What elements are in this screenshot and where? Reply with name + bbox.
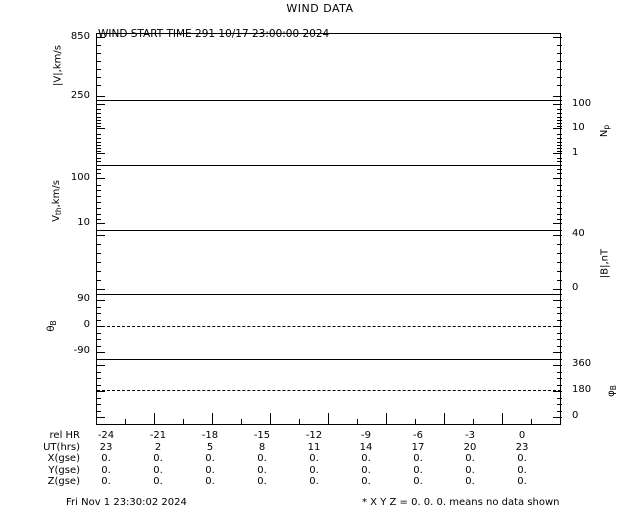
table-cell: 0. [205,476,215,488]
table-cell: -9 [361,430,371,441]
footer-timestamp: Fri Nov 1 23:30:02 2024 [66,497,187,508]
plot-subtitle: WIND START TIME 291 10/17 23:00:00 2024 [98,28,330,40]
table-row-label: Y(gse) [48,464,80,476]
table-cell: 0. [309,453,319,465]
table-cell: 0. [101,476,111,488]
ytick-vth-100: 100 [70,172,90,183]
table-cell: -12 [305,430,323,441]
table-cell: 14 [359,441,373,453]
axis-label-theta-b: θB [46,320,58,332]
table-cell: 0. [517,464,527,476]
axis-label-bmag: |B|,nT [599,248,611,279]
table-cell: 0. [257,464,267,476]
table-cell: 0. [153,453,163,465]
table-cell: -18 [201,430,219,441]
table-cell: 0. [101,464,111,476]
panel-theta-b [96,295,562,359]
table-cell: 8 [258,441,266,453]
theta-b-zero-reference-line [97,326,561,327]
axis-label-vth: Vth,km/s [51,180,63,222]
panel-separator-3 [96,230,562,231]
axis-label-speed: |V|,km/s [52,45,64,86]
x-axis-ticks [96,412,562,425]
table-row-label: rel HR [49,430,80,441]
ytick-theta-0: 0 [83,319,90,330]
table-cell: 0. [413,464,423,476]
table-cell: 0. [361,453,371,465]
ytick-speed-250: 250 [70,90,90,101]
table-cell: 0. [257,453,267,465]
table-cell: 0. [205,453,215,465]
table-cell: 0. [309,476,319,488]
table-cell: 0. [361,464,371,476]
table-cell: 0. [101,453,111,465]
panel-phi-b [96,360,562,425]
table-cell: 0. [465,476,475,488]
table-row: Z(gse) 0. 0. 0. 0. 0. 0. 0. 0. 0. [0,476,548,488]
panel-separator-2 [96,165,562,166]
page-title: WIND DATA [286,2,354,15]
table-cell: 0. [413,453,423,465]
ytick-density-1: 1 [572,147,579,158]
table-cell: 11 [307,441,321,453]
table-cell: 0. [465,464,475,476]
panel-density [96,101,562,165]
table-row: UT(hrs) 23 2 5 8 11 14 17 20 23 [0,442,548,454]
table-cell: 0. [413,476,423,488]
ytick-density-10: 10 [572,122,585,133]
ytick-bmag-0: 0 [572,282,579,293]
panel-separator-5 [96,359,562,360]
table-row-label: Z(gse) [47,476,80,488]
ytick-phi-360: 360 [572,358,592,369]
ytick-bmag-40: 40 [572,228,585,239]
ytick-speed-850: 850 [70,31,90,42]
table-row-label: X(gse) [47,453,80,465]
table-cell: 0. [517,453,527,465]
footer-note: * X Y Z = 0. 0. 0. means no data shown [362,497,560,508]
table-cell: 23 [515,441,529,453]
axis-label-phi-b: φB [606,385,618,397]
phi-b-180-reference-line [97,390,561,391]
panel-speed [96,33,562,101]
table-cell: 20 [463,441,477,453]
panel-bmag [96,231,562,294]
table-cell: 0. [517,476,527,488]
table-cell: 0 [518,430,526,441]
ytick-vth-10: 10 [77,217,90,228]
ytick-theta-neg90: -90 [73,345,90,356]
table-cell: 0. [465,453,475,465]
axis-label-density: Np [599,124,611,138]
table-cell: 2 [154,441,162,453]
table-cell: 0. [257,476,267,488]
panel-vth [96,166,562,230]
coordinates-table: rel HR -24 -21 -18 -15 -12 -9 -6 -3 0 UT(hrs) 23 2 5 8… [0,430,640,488]
table-cell: 0. [361,476,371,488]
table-row: X(gse) 0. 0. 0. 0. 0. 0. 0. 0. 0. [0,453,548,465]
ytick-phi-180: 180 [572,384,592,395]
table-row: rel HR -24 -21 -18 -15 -12 -9 -6 -3 0 [0,430,548,442]
table-cell: 17 [411,441,425,453]
table-cell: -6 [413,430,423,441]
panel-separator-4 [96,294,562,295]
table-cell: 0. [153,464,163,476]
table-cell: 0. [153,476,163,488]
table-cell: 23 [99,441,113,453]
table-cell: -24 [97,430,115,441]
table-body: rel HR -24 -21 -18 -15 -12 -9 -6 -3 0 UT(hrs) 23 2 5 8… [0,430,548,488]
table-cell: -15 [253,430,271,441]
table-cell: 0. [205,464,215,476]
table-cell: 0. [309,464,319,476]
panel-separator-1 [96,100,562,101]
table-cell: -3 [465,430,475,441]
ytick-theta-90: 90 [77,293,90,304]
ytick-density-100: 100 [572,98,592,109]
table-row: Y(gse) 0. 0. 0. 0. 0. 0. 0. 0. 0. [0,465,548,477]
table-cell: -21 [149,430,167,441]
table-cell: 5 [206,441,214,453]
table-row-label: UT(hrs) [43,441,80,453]
ytick-phi-0: 0 [572,410,579,421]
